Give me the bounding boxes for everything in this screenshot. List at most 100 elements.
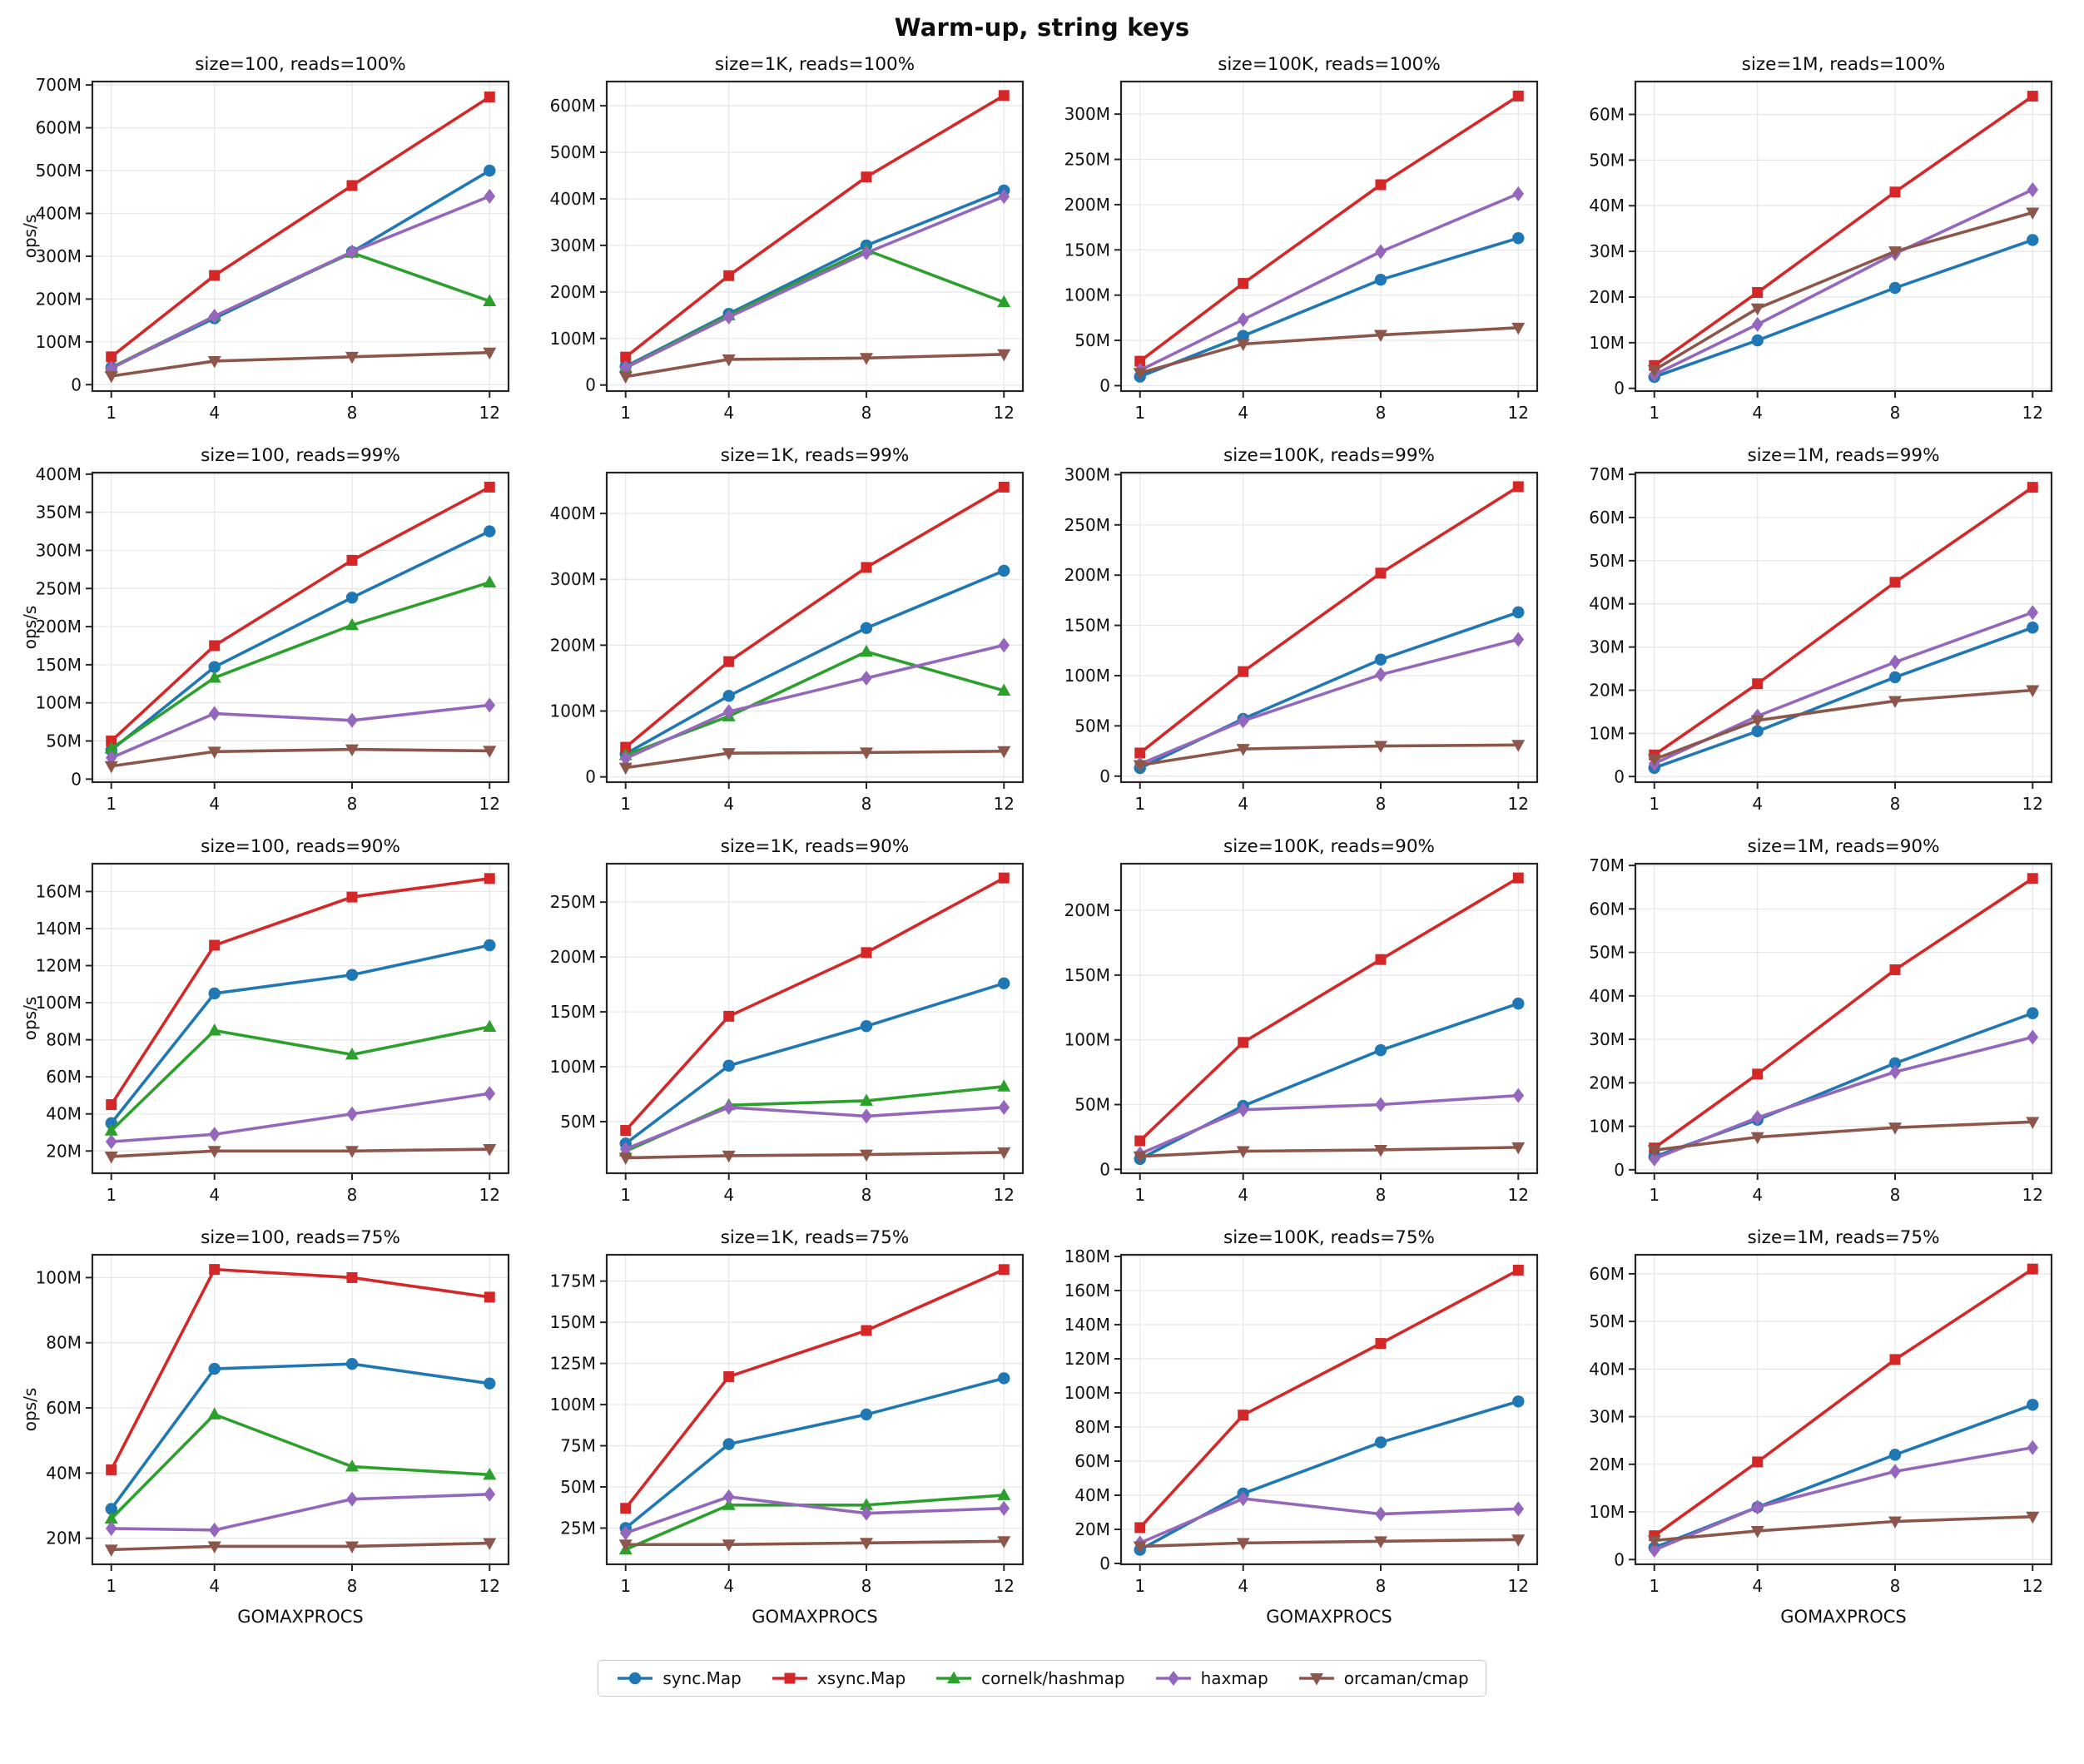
tick-labels: 0 50M 100M 150M 200M 1 4 8 12 xyxy=(1064,900,1529,1205)
square-marker xyxy=(998,1264,1010,1276)
chart-svg: 0 10M 20M 30M 40M 50M 60M 1 4 8 12 size=1M, reads=7… xyxy=(1589,1227,2053,1627)
x-tick-label: 12 xyxy=(1508,403,1529,423)
y-tick-label: 100M xyxy=(36,993,82,1013)
diamond-marker xyxy=(1375,244,1387,260)
triangle-down-marker xyxy=(483,1538,497,1551)
triangle-down-marker xyxy=(1373,330,1387,343)
series-line xyxy=(623,1268,1006,1510)
series-line xyxy=(1138,637,1521,766)
y-tick-label: 160M xyxy=(36,881,82,901)
diamond-marker xyxy=(1237,1491,1249,1507)
triangle-down-marker xyxy=(618,762,633,775)
y-tick-label: 10M xyxy=(1589,1502,1625,1522)
diamond-marker xyxy=(208,1127,221,1142)
tick-labels: 0 10M 20M 30M 40M 50M 60M 1 4 8 12 xyxy=(1589,1264,2043,1596)
axes-spines xyxy=(1119,1253,1539,1566)
circle-marker xyxy=(629,1672,642,1685)
series-orcaman-cmap xyxy=(1133,1534,1526,1553)
chart-svg: 20M 40M 60M 80M 100M 120M 140M 160M 1 4 8 12 size=10… xyxy=(20,836,510,1205)
triangle-down-marker xyxy=(1750,303,1764,316)
axes-spines xyxy=(91,80,510,393)
series-line xyxy=(109,1493,492,1532)
y-tick-label: 200M xyxy=(550,635,596,655)
triangle-down-marker xyxy=(483,1144,497,1157)
series-line xyxy=(1138,94,1521,363)
series-line xyxy=(1138,326,1521,375)
series-sync-map xyxy=(1134,997,1525,1166)
circle-marker xyxy=(998,564,1010,577)
series-line xyxy=(1652,238,2035,379)
gridlines xyxy=(1635,864,2052,1173)
series-cornelk-hashmap xyxy=(104,575,497,754)
x-tick-label: 1 xyxy=(1134,403,1145,423)
series-line xyxy=(1652,1267,2035,1538)
x-tick-label: 12 xyxy=(994,794,1015,814)
tick-labels: 0 100M 200M 300M 400M 500M 600M 700M 1 4 8 12 xyxy=(36,75,500,423)
triangle-up-marker xyxy=(859,1498,873,1510)
series-line xyxy=(1138,1146,1521,1158)
y-tick-label: 50M xyxy=(560,1112,596,1132)
y-tick-label: 400M xyxy=(36,464,82,484)
subplot-title: size=1M, reads=100% xyxy=(1742,54,1946,75)
subplot-title: size=100K, reads=100% xyxy=(1218,54,1441,75)
square-marker xyxy=(484,92,495,103)
y-tick-label: 20M xyxy=(1589,1454,1625,1474)
square-marker xyxy=(1375,567,1387,579)
diamond-marker xyxy=(1237,713,1249,729)
series-sync-map xyxy=(105,1357,496,1515)
diamond-marker xyxy=(998,1099,1010,1115)
x-tick-label: 4 xyxy=(1752,1576,1763,1596)
y-tick-label: 160M xyxy=(1064,1281,1110,1301)
y-tick-label: 20M xyxy=(46,1141,82,1161)
tick-labels: 0 20M 40M 60M 80M 100M 120M 140M 160M 180M 1 4 8 12 xyxy=(1064,1246,1529,1596)
triangle-down-marker xyxy=(345,351,359,364)
series-line xyxy=(1652,688,2035,761)
series-line xyxy=(1138,485,1521,755)
y-tick-label: 100M xyxy=(550,1057,596,1077)
series-xsync-map xyxy=(1649,91,2038,371)
x-tick-label: 12 xyxy=(2022,794,2043,814)
subplot-title: size=100, reads=90% xyxy=(201,836,400,857)
gridlines xyxy=(1121,1255,1537,1564)
y-tick-label: 150M xyxy=(1064,616,1110,636)
x-tick-label: 4 xyxy=(723,794,734,814)
x-tick-label: 8 xyxy=(347,1576,358,1596)
series-line xyxy=(109,95,492,359)
gridlines xyxy=(1121,473,1537,782)
y-tick-label: 300M xyxy=(36,246,82,266)
series-line xyxy=(623,749,1006,770)
subplot-size-1k-reads-100-: 0 100M 200M 300M 400M 500M 600M 1 4 8 12 size=1K, r… xyxy=(523,48,1037,439)
legend-swatch-square-icon xyxy=(772,1672,807,1684)
series-orcaman-cmap xyxy=(1647,1511,2040,1548)
y-tick-label: 200M xyxy=(550,947,596,967)
x-tick-label: 8 xyxy=(861,1185,872,1205)
x-tick-label: 12 xyxy=(479,1185,500,1205)
triangle-down-marker xyxy=(722,1150,736,1163)
series-orcaman-cmap xyxy=(618,1147,1011,1166)
subplot-title: size=1M, reads=75% xyxy=(1747,1227,1939,1248)
triangle-down-marker xyxy=(1888,1122,1902,1135)
square-marker xyxy=(1889,964,1901,975)
diamond-marker xyxy=(619,360,632,376)
series-orcaman-cmap xyxy=(104,1538,497,1557)
series-line xyxy=(1652,1514,2035,1543)
triangle-down-marker xyxy=(997,349,1011,362)
axes-spines xyxy=(605,80,1025,393)
diamond-marker xyxy=(2027,605,2039,621)
series-line xyxy=(109,485,492,743)
y-tick-label: 10M xyxy=(1589,723,1625,743)
y-tick-label: 50M xyxy=(46,731,82,751)
legend-swatch-triangle-up-icon xyxy=(936,1671,972,1683)
y-tick-label: 125M xyxy=(550,1354,596,1374)
square-marker xyxy=(346,891,358,903)
series-sync-map xyxy=(1134,231,1525,383)
series-orcaman-cmap xyxy=(618,349,1011,384)
y-tick-label: 60M xyxy=(46,1398,82,1418)
series-line xyxy=(1652,611,2035,766)
diamond-marker xyxy=(346,244,358,260)
y-tick-label: 0 xyxy=(1099,1553,1110,1573)
gridlines xyxy=(607,82,1023,391)
y-tick-label: 0 xyxy=(71,769,82,789)
series-line xyxy=(109,1362,492,1511)
